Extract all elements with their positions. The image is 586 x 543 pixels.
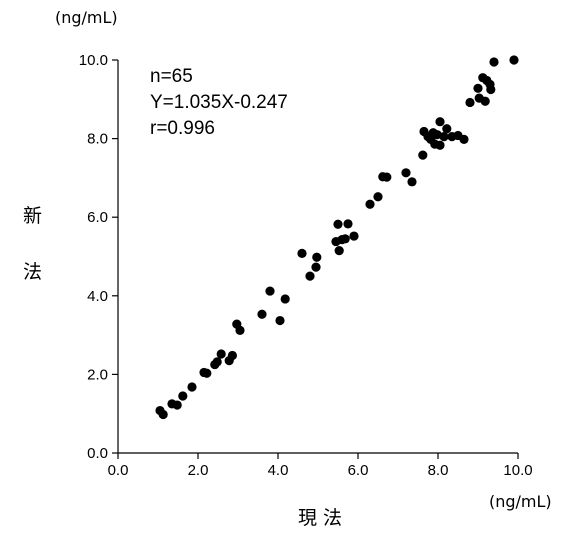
- data-point: [373, 192, 383, 202]
- y-tick-label: 0.0: [87, 445, 108, 462]
- annotation-r: r=0.996: [150, 118, 215, 139]
- data-point: [178, 391, 188, 401]
- x-axis-label: 現 法: [298, 507, 342, 529]
- data-point: [439, 132, 449, 142]
- data-point: [349, 231, 359, 241]
- data-point: [465, 97, 475, 108]
- data-point: [340, 234, 350, 244]
- y-axis-label-char-1: 新: [23, 205, 42, 227]
- y-tick-label: 10.0: [79, 52, 108, 69]
- annotation-n: n=65: [150, 66, 193, 87]
- data-point: [435, 140, 445, 150]
- y-tick-label: 8.0: [87, 131, 108, 148]
- x-tick-label: 2.0: [188, 462, 209, 479]
- data-point: [265, 286, 275, 296]
- data-point: [382, 172, 392, 182]
- axes: [117, 60, 518, 454]
- data-point: [280, 294, 290, 304]
- y-axis-label-char-2: 法: [23, 261, 42, 283]
- y-tick-label: 2.0: [87, 366, 108, 383]
- data-point: [401, 168, 411, 178]
- data-point: [158, 409, 168, 420]
- y-unit-label: (ng/mL): [55, 8, 118, 27]
- data-point: [202, 368, 212, 378]
- data-point: [489, 57, 499, 67]
- data-point: [305, 271, 315, 281]
- data-point: [480, 96, 490, 106]
- data-point: [459, 134, 469, 144]
- data-point: [365, 199, 375, 209]
- data-point: [442, 124, 452, 134]
- data-point: [311, 262, 321, 272]
- x-unit-label: (ng/mL): [489, 492, 552, 511]
- x-tick-label: 8.0: [428, 462, 449, 479]
- data-point: [297, 248, 307, 258]
- data-point: [212, 357, 222, 367]
- x-tick-label: 4.0: [268, 462, 289, 479]
- data-point: [187, 382, 197, 392]
- data-point: [486, 84, 496, 95]
- data-point: [333, 219, 343, 229]
- data-points: [155, 55, 519, 420]
- y-tick-label: 4.0: [87, 288, 108, 305]
- annotation-equation: Y=1.035X-0.247: [150, 92, 288, 113]
- data-point: [407, 177, 417, 187]
- data-point: [216, 349, 226, 359]
- ticks: 0.0 2.0 4.0 6.0 8.0 10.0 0.0 2.0 4.0 6.0 8.0 10.0: [79, 52, 533, 479]
- x-tick-label: 10.0: [503, 462, 532, 479]
- data-point: [235, 325, 245, 335]
- data-point: [257, 309, 267, 319]
- data-point: [312, 252, 322, 262]
- x-tick-label: 0.0: [108, 462, 129, 479]
- data-point: [473, 83, 483, 93]
- data-point: [435, 117, 445, 127]
- data-point: [343, 219, 353, 229]
- y-tick-label: 6.0: [87, 209, 108, 226]
- data-point: [275, 315, 285, 326]
- data-point: [509, 55, 519, 65]
- data-point: [418, 150, 428, 160]
- data-point: [227, 350, 237, 361]
- x-tick-label: 6.0: [348, 462, 369, 479]
- data-point: [172, 400, 182, 410]
- data-point: [334, 246, 344, 256]
